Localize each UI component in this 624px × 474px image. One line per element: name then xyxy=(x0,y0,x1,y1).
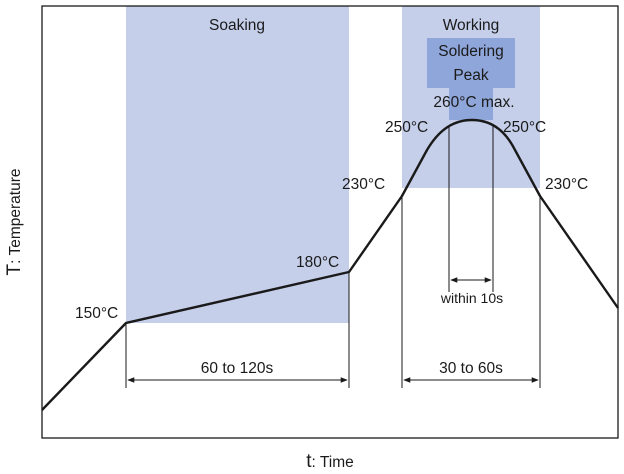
temp-label-230-left: 230°C xyxy=(342,176,385,193)
soldering-label-line2: Peak xyxy=(453,67,489,84)
soaking-zone xyxy=(126,6,349,323)
temp-label-230-right: 230°C xyxy=(545,176,588,193)
temp-label-250-right: 250°C xyxy=(503,119,546,136)
soak-duration-label: 60 to 120s xyxy=(201,360,274,377)
peak-duration-label: within 10s xyxy=(440,290,503,306)
soldering-peak-zone xyxy=(427,38,515,88)
x-axis-name: : Time xyxy=(312,454,354,471)
peak-max-label: 260°C max. xyxy=(433,94,514,111)
working-label: Working xyxy=(443,17,500,34)
x-axis-symbol: t xyxy=(306,451,312,472)
plot-frame xyxy=(41,5,619,439)
y-axis-symbol: T xyxy=(4,263,25,275)
soldering-label-line1: Soldering xyxy=(438,43,504,60)
y-axis-name: : Temperature xyxy=(7,169,24,264)
y-axis-title: T: Temperature xyxy=(4,169,25,276)
temperature-profile-curve xyxy=(41,118,619,411)
working-duration-label: 30 to 60s xyxy=(439,360,503,377)
temp-label-150: 150°C xyxy=(75,305,118,322)
x-axis-title: t: Time xyxy=(306,451,353,472)
soldering-peak-stem xyxy=(449,88,493,120)
temp-label-180: 180°C xyxy=(296,254,339,271)
temp-label-250-left: 250°C xyxy=(385,119,428,136)
soaking-label: Soaking xyxy=(209,17,265,34)
